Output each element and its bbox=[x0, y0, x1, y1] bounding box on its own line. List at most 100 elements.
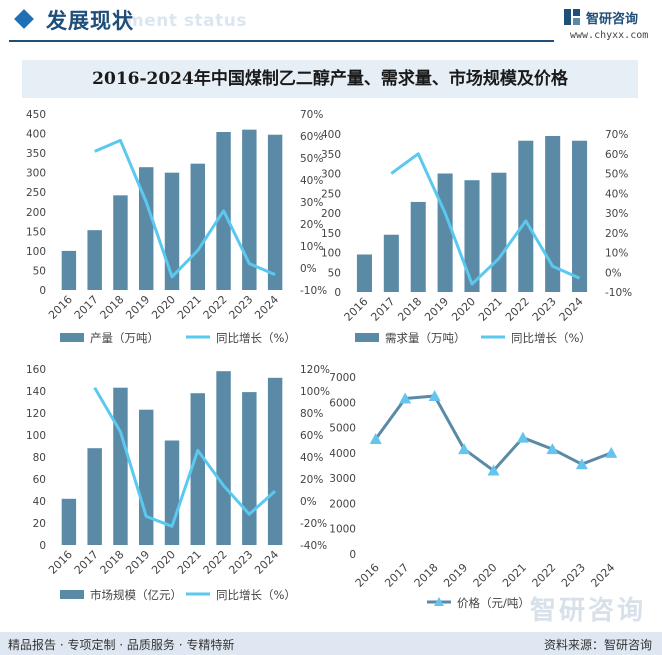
bar bbox=[242, 392, 257, 545]
y-left-tick-label: 350 bbox=[26, 148, 46, 160]
x-tick-label: 2016 bbox=[342, 295, 371, 324]
bar bbox=[491, 172, 507, 292]
y-left-tick-label: 140 bbox=[26, 386, 46, 398]
y-left-tick-label: 100 bbox=[26, 246, 46, 258]
bar bbox=[545, 135, 561, 292]
y-right-tick-label: 50% bbox=[605, 169, 628, 181]
bar bbox=[410, 201, 426, 292]
legend-bar-swatch bbox=[60, 590, 84, 599]
y-left-tick-label: 200 bbox=[321, 208, 341, 220]
price-marker bbox=[546, 443, 559, 455]
x-tick-label: 2018 bbox=[98, 548, 127, 577]
y-left-tick-label: 3000 bbox=[329, 473, 356, 485]
y-left-tick-label: 50 bbox=[328, 267, 341, 279]
y-left-tick-label: 300 bbox=[26, 168, 46, 180]
y-left-tick-label: 250 bbox=[26, 187, 46, 199]
y-left-tick-label: 20 bbox=[33, 518, 46, 530]
bar bbox=[87, 230, 102, 290]
bar bbox=[216, 371, 231, 545]
x-tick-label: 2022 bbox=[530, 561, 559, 590]
x-tick-label: 2023 bbox=[559, 561, 588, 590]
production-chart: 0 50 100 150 200 250 300 350 400 450 -10% 0% 10% 20% 3… bbox=[26, 109, 327, 345]
series-line bbox=[93, 386, 277, 528]
y-right-tick-label: 70% bbox=[300, 109, 323, 121]
y-left-tick-label: 450 bbox=[26, 109, 46, 121]
x-tick-label: 2022 bbox=[201, 293, 230, 322]
bar bbox=[164, 172, 180, 290]
legend-line-label: 价格（元/吨） bbox=[457, 596, 530, 610]
price-marker bbox=[605, 446, 618, 458]
bar bbox=[139, 409, 154, 545]
legend-line-label: 同比增长（%） bbox=[216, 331, 296, 345]
y-left-tick-label: 0 bbox=[39, 285, 46, 297]
y-left-tick-label: 120 bbox=[26, 408, 46, 420]
footer-tagline: 精品报告 · 专项定制 · 品质服务 · 专精特新 bbox=[8, 638, 235, 652]
y-right-tick-label: -40% bbox=[300, 540, 327, 552]
y-right-tick-label: 20% bbox=[300, 219, 323, 231]
x-tick-label: 2020 bbox=[471, 561, 500, 590]
y-left-tick-label: 300 bbox=[321, 169, 341, 181]
price-marker bbox=[428, 389, 441, 401]
demand-chart: 0 50 100 150 200 250 300 350 400 -10% 0% 10% 20% 30% 4… bbox=[321, 129, 632, 345]
x-tick-label: 2018 bbox=[412, 561, 441, 590]
x-tick-label: 2019 bbox=[441, 561, 470, 590]
bar bbox=[356, 254, 372, 292]
y-right-tick-label: 20% bbox=[300, 474, 323, 486]
x-tick-label: 2021 bbox=[175, 293, 204, 322]
x-tick-label: 2017 bbox=[72, 293, 101, 322]
x-tick-label: 2017 bbox=[382, 561, 411, 590]
title-band bbox=[22, 60, 638, 98]
diamond-icon bbox=[14, 9, 34, 29]
legend-marker bbox=[434, 597, 444, 606]
x-tick-label: 2024 bbox=[588, 561, 617, 590]
chart-title: 2016-2024年中国煤制乙二醇产量、需求量、市场规模及价格 bbox=[92, 69, 568, 89]
bar bbox=[464, 180, 480, 292]
y-left-tick-label: 6000 bbox=[329, 397, 356, 409]
header: ment status 发展现状 智研咨询 www.chyxx.com bbox=[0, 0, 662, 44]
x-tick-label: 2024 bbox=[252, 293, 281, 322]
bar bbox=[190, 393, 205, 545]
legend-line-label: 同比增长（%） bbox=[216, 588, 296, 602]
x-tick-label: 2019 bbox=[123, 548, 152, 577]
x-tick-label: 2021 bbox=[500, 561, 529, 590]
y-left-tick-label: 7000 bbox=[329, 372, 356, 384]
bar bbox=[113, 195, 128, 290]
y-right-tick-label: 40% bbox=[300, 175, 323, 187]
header-title: 发展现状 bbox=[46, 9, 134, 33]
y-left-tick-label: 400 bbox=[26, 129, 46, 141]
x-tick-label: 2024 bbox=[252, 548, 281, 577]
y-right-tick-label: 0% bbox=[605, 267, 622, 279]
x-tick-label: 2018 bbox=[98, 293, 127, 322]
y-left-tick-label: 0 bbox=[39, 540, 46, 552]
market-size-chart: 0 20 40 60 80 100 120 140 160 -40% -20% 0% 20% 40% 60%… bbox=[26, 364, 330, 602]
header-subtitle: ment status bbox=[126, 11, 247, 31]
y-left-tick-label: 2000 bbox=[329, 498, 356, 510]
y-left-tick-label: 100 bbox=[321, 248, 341, 260]
x-tick-label: 2021 bbox=[476, 295, 505, 324]
y-right-tick-label: -10% bbox=[605, 287, 632, 299]
x-tick-label: 2016 bbox=[46, 293, 75, 322]
y-right-tick-label: 40% bbox=[300, 452, 323, 464]
y-left-tick-label: 0 bbox=[349, 549, 356, 561]
y-right-tick-label: -20% bbox=[300, 518, 327, 530]
y-left-tick-label: 80 bbox=[33, 452, 46, 464]
x-tick-label: 2016 bbox=[353, 561, 382, 590]
legend-bar-label: 市场规模（亿元） bbox=[90, 588, 182, 602]
x-tick-label: 2022 bbox=[503, 295, 532, 324]
x-tick-label: 2023 bbox=[226, 548, 255, 577]
y-right-tick-label: 60% bbox=[300, 131, 323, 143]
y-right-tick-label: 40% bbox=[605, 188, 628, 200]
bar bbox=[61, 250, 77, 290]
bar bbox=[383, 234, 399, 292]
y-right-tick-label: 60% bbox=[605, 149, 628, 161]
y-right-tick-label: 0% bbox=[300, 263, 317, 275]
price-marker bbox=[487, 464, 500, 476]
legend-bar-swatch bbox=[60, 333, 84, 342]
legend-bar-label: 产量（万吨） bbox=[90, 331, 159, 345]
y-left-tick-label: 60 bbox=[33, 474, 46, 486]
x-tick-label: 2021 bbox=[175, 548, 204, 577]
y-right-tick-label: 60% bbox=[300, 430, 323, 442]
y-right-tick-label: 50% bbox=[300, 153, 323, 165]
y-right-tick-label: 0% bbox=[300, 496, 317, 508]
